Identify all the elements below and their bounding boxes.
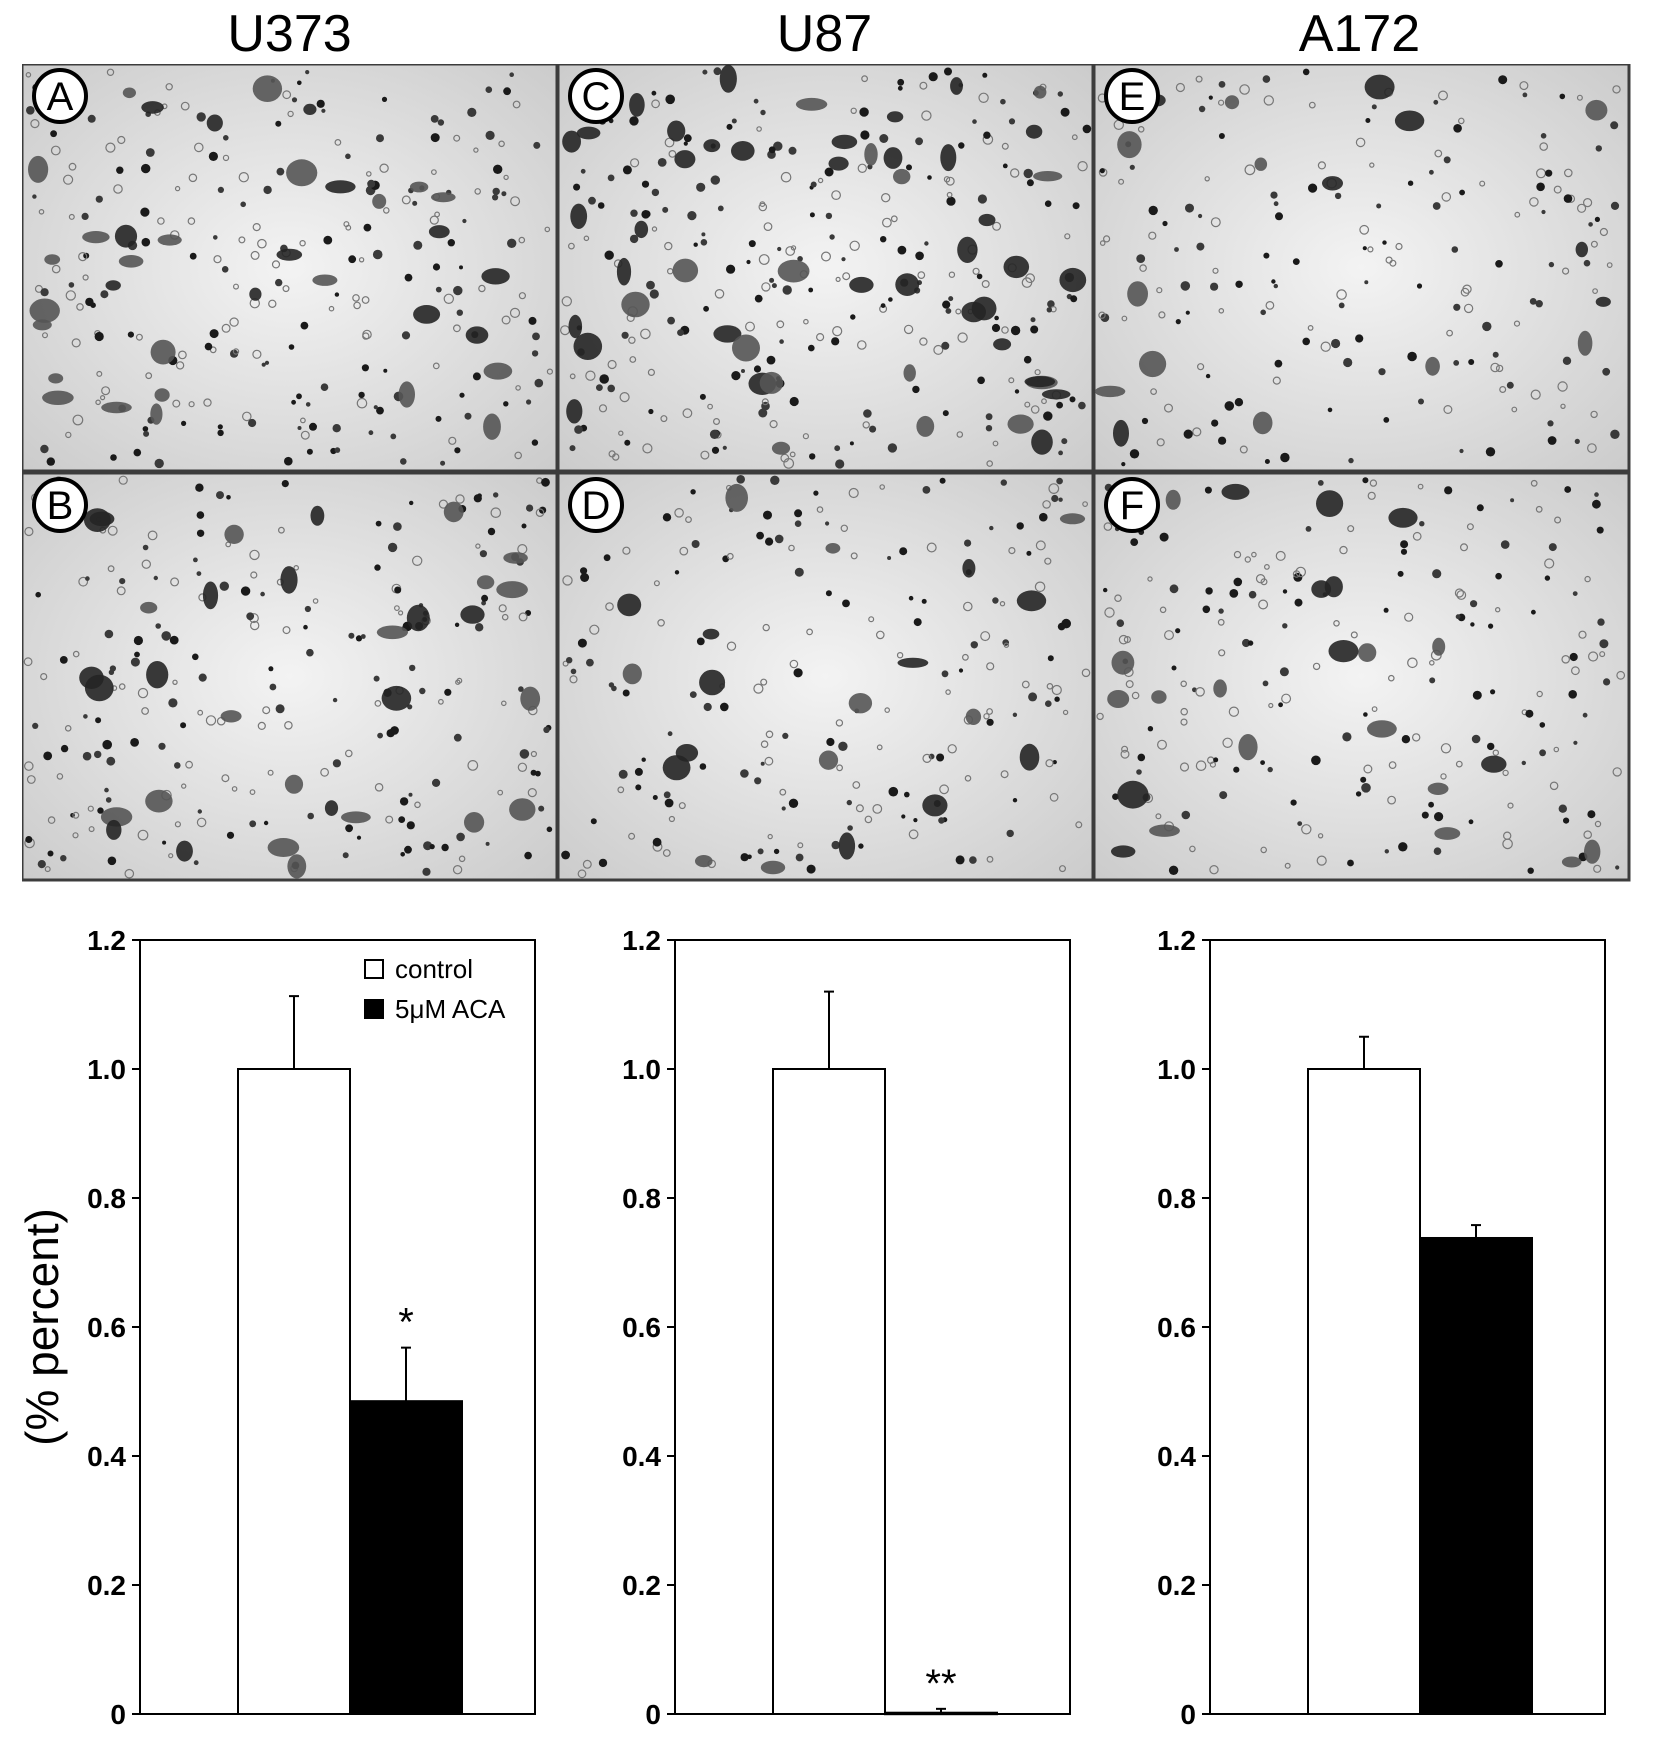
y-tick-label: 0 [645,1699,661,1730]
legend-label: 5μM ACA [395,994,506,1024]
y-tick-label: 1.0 [1157,1054,1196,1085]
y-tick-label: 0.4 [1157,1441,1196,1472]
bar-control [1307,1068,1421,1715]
micrograph-panel-a: A [22,64,559,473]
y-axis-title: (% percent) [16,1208,68,1446]
y-tick-label: 0.8 [87,1183,126,1214]
micrograph-panel-b: B [22,471,559,882]
y-tick-label: 0.2 [622,1570,661,1601]
y-tick-label: 1.2 [622,925,661,956]
bar-aca [884,1711,998,1716]
micrograph-panel-c: C [556,64,1095,473]
legend-swatch [364,999,384,1019]
y-tick-label: 1.0 [622,1054,661,1085]
bar-chart-a172: 0 0.2 0.4 0.6 0.8 1.0 1.2 [1157,925,1606,1730]
y-tick-label: 0.8 [622,1183,661,1214]
y-tick-label: 0.4 [87,1441,126,1472]
y-tick-label: 1.0 [87,1054,126,1085]
micrograph-panel-d: D [556,471,1095,882]
micrograph-panel-f: F [1092,471,1631,882]
y-tick-label: 0.6 [87,1312,126,1343]
significance-marker: ** [925,1662,956,1706]
legend-label: control [395,954,473,984]
bar-aca [1419,1236,1533,1715]
panel-label: F [1120,484,1144,528]
y-tick-label: 0.8 [1157,1183,1196,1214]
column-title-a172: A172 [1298,5,1421,63]
panel-label: A [47,75,74,119]
legend-swatch [364,959,384,979]
micrograph-grid: A B C D E F [22,64,1631,882]
column-title-u87: U87 [776,5,873,63]
bar-control [237,1068,351,1715]
y-tick-label: 0.2 [1157,1570,1196,1601]
y-tick-label: 1.2 [87,925,126,956]
legend: control 5μM ACA [364,954,506,1024]
y-tick-label: 0 [110,1699,126,1730]
y-tick-label: 0.6 [1157,1312,1196,1343]
panel-label: D [582,484,611,528]
y-tick-label: 0.4 [622,1441,661,1472]
micrograph-panel-e: E [1092,64,1631,473]
bar-aca [349,1400,463,1715]
bar-control [772,1068,886,1715]
panel-label: C [582,75,611,119]
y-tick-label: 0 [1180,1699,1196,1730]
panel-label: B [47,484,74,528]
y-tick-label: 0.6 [622,1312,661,1343]
bar-chart-u87: 0 0.2 0.4 0.6 0.8 1.0 1.2 ** [622,925,1071,1730]
significance-marker: * [398,1301,414,1345]
y-tick-label: 0.2 [87,1570,126,1601]
bar-chart-u373: 0 0.2 0.4 0.6 0.8 1.0 1.2 * control 5μM ACA (% per… [16,925,536,1730]
column-title-u373: U373 [227,5,352,63]
y-tick-label: 1.2 [1157,925,1196,956]
panel-label: E [1119,75,1146,119]
